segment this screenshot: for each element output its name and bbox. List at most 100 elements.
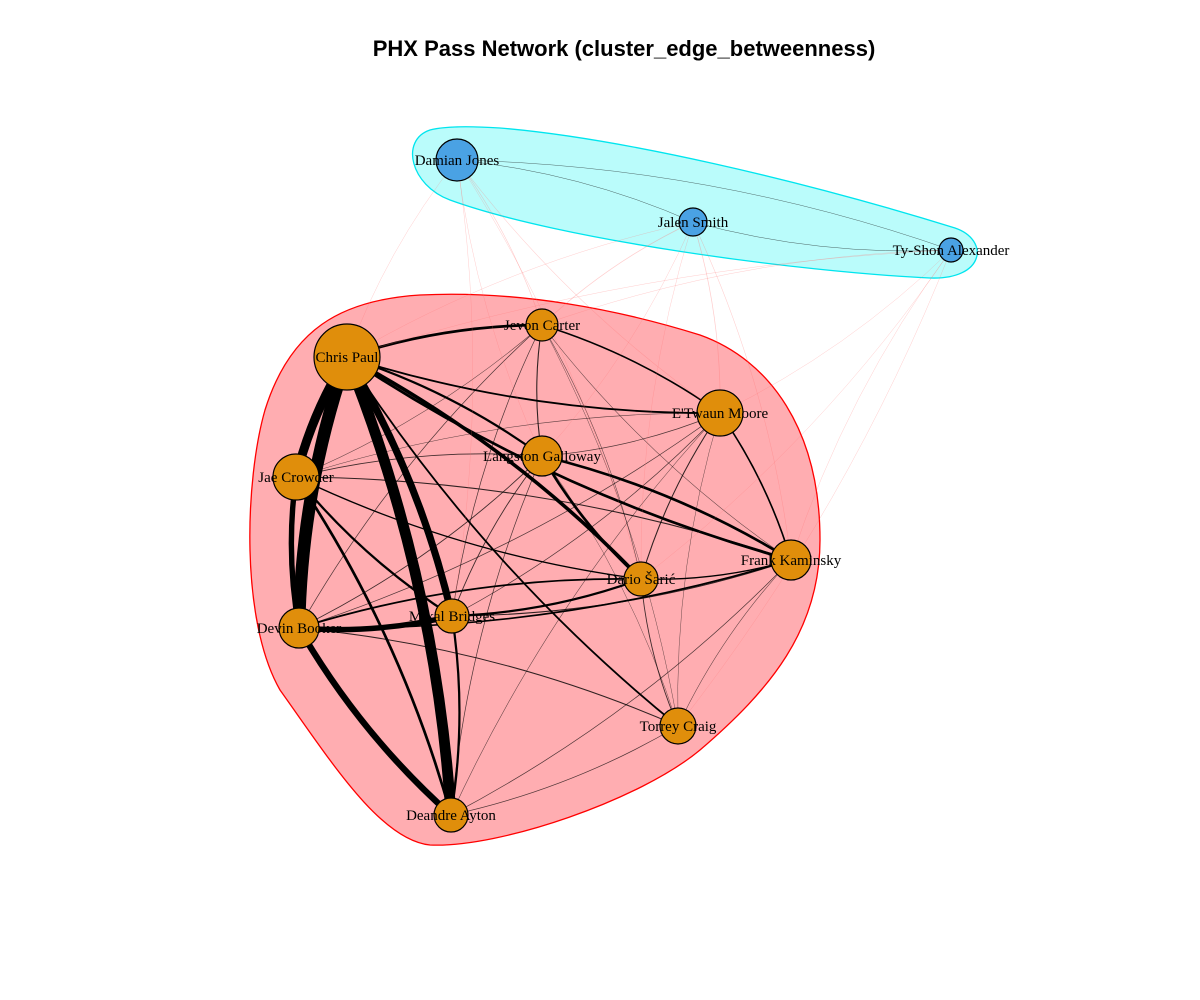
edge-damian-jones-ty-shon-alexander [456,159,952,251]
edge-torrey-craig-devin-booker [298,627,679,727]
edge-ty-shon-alexander-frank-kaminsky [790,249,952,561]
cluster-2-hull [412,126,978,279]
node-circle[interactable] [659,707,697,745]
edge-devin-booker-e-twaun-moore [298,412,721,629]
node-label: Mikal Bridges [409,609,495,625]
node-langston-galloway[interactable]: Langston Galloway [483,435,601,477]
node-dario-saric[interactable]: Dario Šarić [607,561,676,597]
edge-devin-booker-frank-kaminsky [298,559,792,630]
node-label: Langston Galloway [483,449,601,465]
node-circle[interactable] [623,561,659,597]
edge-ty-shon-alexander-e-twaun-moore [719,249,952,414]
edge-jae-crowder-jevon-carter [295,324,543,478]
node-label: Torrey Craig [640,719,717,735]
node-circle[interactable] [313,323,381,391]
node-ty-shon-alexander[interactable]: Ty-Shon Alexander [893,237,1010,263]
node-jae-crowder[interactable]: Jae Crowder [258,453,334,501]
edge-jae-crowder-langston-galloway [295,453,543,478]
edge-mikal-bridges-frank-kaminsky [451,559,792,617]
edge-jae-crowder-mikal-bridges [294,475,454,618]
edge-mikal-bridges-langston-galloway [451,455,543,617]
node-circle[interactable] [938,237,964,263]
edge-torrey-craig-frank-kaminsky [677,559,792,727]
edge-deandre-ayton-langston-galloway [450,455,543,816]
edge-jae-crowder-e-twaun-moore [295,412,721,478]
node-circle[interactable] [434,598,470,634]
node-frank-kaminsky[interactable]: Frank Kaminsky [741,539,842,581]
edge-jalen-smith-chris-paul [346,221,694,358]
edge-damian-jones-jalen-smith [456,159,694,223]
node-chris-paul[interactable]: Chris Paul [313,323,381,391]
edge-langston-galloway-frank-kaminsky [540,454,793,562]
node-torrey-craig[interactable]: Torrey Craig [640,707,717,745]
edge-jalen-smith-ty-shon-alexander [692,221,952,252]
edge-torrey-craig-e-twaun-moore [677,412,721,727]
node-jalen-smith[interactable]: Jalen Smith [658,207,729,237]
edge-mikal-bridges-dario-saric [450,577,643,618]
edge-damian-jones-jevon-carter [456,159,543,326]
node-circle[interactable] [525,308,559,342]
edge-deandre-ayton-torrey-craig [450,725,679,816]
edge-chris-paul-torrey-craig [346,356,679,727]
edge-ty-shon-alexander-torrey-craig [677,249,952,727]
node-label: Damian Jones [415,153,500,169]
edge-jae-crowder-frank-kaminsky [295,476,792,561]
edge-mikal-bridges-jevon-carter [451,324,543,617]
edge-jevon-carter-e-twaun-moore [541,324,721,414]
edge-damian-jones-e-twaun-moore [456,159,721,414]
edge-deandre-ayton-frank-kaminsky [450,559,792,816]
edge-jalen-smith-dario-saric [640,221,694,580]
edge-jalen-smith-langston-galloway [541,221,694,457]
node-circle[interactable] [696,389,744,437]
node-label: Jalen Smith [658,215,729,231]
edge-jalen-smith-jevon-carter [541,221,694,326]
node-jevon-carter[interactable]: Jevon Carter [504,308,580,342]
edge-damian-jones-dario-saric [456,159,642,580]
edge-chris-paul-e-twaun-moore [346,356,721,414]
edge-chris-paul-deandre-ayton [341,351,457,821]
edge-ty-shon-alexander-dario-saric [640,249,952,580]
edge-mikal-bridges-e-twaun-moore [451,412,721,617]
edge-devin-booker-jevon-carter [298,324,543,629]
edge-damian-jones-mikal-bridges [451,159,474,617]
node-label: Deandre Ayton [406,808,496,824]
node-e-twaun-moore[interactable]: E'Twaun Moore [672,389,769,437]
edge-jevon-carter-frank-kaminsky [541,324,792,561]
node-circle[interactable] [433,797,469,833]
edge-torrey-craig-langston-galloway [541,455,679,727]
node-circle[interactable] [435,138,479,182]
node-group: Chris Paul Jevon Carter E'Twaun Moore Langs… [257,138,1010,833]
node-label: E'Twaun Moore [672,406,769,422]
node-label: Ty-Shon Alexander [893,243,1010,259]
node-deandre-ayton[interactable]: Deandre Ayton [406,797,496,833]
node-circle[interactable] [521,435,563,477]
node-circle[interactable] [272,453,320,501]
node-devin-booker[interactable]: Devin Booker [257,607,342,649]
edge-damian-jones-langston-galloway [456,159,543,457]
node-circle[interactable] [278,607,320,649]
edge-chris-paul-frank-kaminsky [345,355,793,562]
edge-jalen-smith-frank-kaminsky [692,221,792,561]
node-label: Chris Paul [316,350,379,366]
edge-ty-shon-alexander-jevon-carter [541,249,952,326]
edge-torrey-craig-jevon-carter [541,324,679,727]
node-mikal-bridges[interactable]: Mikal Bridges [409,598,495,634]
edge-ty-shon-alexander-chris-paul [346,249,952,358]
node-label: Jae Crowder [258,470,333,486]
node-circle[interactable] [770,539,812,581]
edge-devin-booker-dario-saric [298,577,642,629]
node-circle[interactable] [678,207,708,237]
node-label: Devin Booker [257,621,342,637]
edge-jae-crowder-dario-saric [295,476,642,580]
node-damian-jones[interactable]: Damian Jones [415,138,500,182]
edge-devin-booker-langston-galloway [298,455,543,629]
edge-jevon-carter-dario-saric [541,324,642,580]
chart-title: PHX Pass Network (cluster_edge_betweenne… [372,36,876,61]
edge-mikal-bridges-deandre-ayton [449,614,461,817]
edge-deandre-ayton-e-twaun-moore [450,412,721,816]
node-label: Dario Šarić [607,571,676,588]
edge-devin-booker-deandre-ayton [295,624,455,819]
node-label: Frank Kaminsky [741,553,842,569]
node-label: Jevon Carter [504,318,580,334]
